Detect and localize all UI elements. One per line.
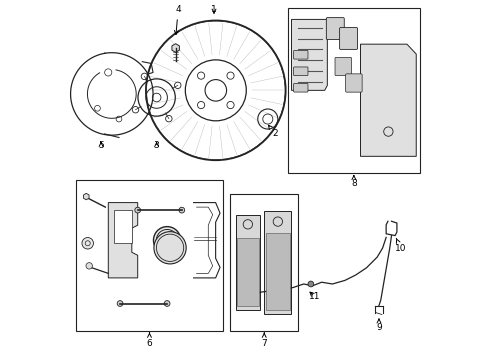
Text: 7: 7: [261, 333, 266, 348]
Bar: [287, 8, 419, 173]
Circle shape: [179, 207, 184, 213]
Text: 2: 2: [268, 125, 277, 138]
FancyBboxPatch shape: [293, 84, 307, 92]
Circle shape: [117, 301, 122, 306]
FancyBboxPatch shape: [345, 74, 362, 92]
Circle shape: [154, 231, 186, 264]
Circle shape: [86, 263, 92, 269]
Polygon shape: [291, 19, 326, 90]
Text: 1: 1: [211, 5, 217, 14]
FancyBboxPatch shape: [334, 57, 351, 76]
Text: 5: 5: [98, 141, 104, 150]
Polygon shape: [264, 211, 291, 314]
FancyBboxPatch shape: [293, 67, 307, 76]
Text: 8: 8: [350, 176, 356, 188]
Text: 3: 3: [153, 141, 159, 150]
Bar: [76, 180, 223, 330]
Polygon shape: [265, 233, 289, 310]
Circle shape: [307, 281, 313, 287]
FancyBboxPatch shape: [325, 18, 344, 40]
Text: 10: 10: [394, 238, 406, 253]
Circle shape: [153, 226, 181, 254]
Polygon shape: [172, 44, 179, 52]
Text: 6: 6: [146, 333, 152, 348]
Polygon shape: [83, 193, 89, 200]
FancyBboxPatch shape: [293, 50, 307, 59]
Polygon shape: [114, 210, 132, 243]
Circle shape: [135, 207, 140, 213]
Polygon shape: [108, 203, 138, 278]
Polygon shape: [235, 215, 260, 310]
Polygon shape: [237, 238, 258, 306]
Text: 4: 4: [174, 5, 181, 35]
FancyBboxPatch shape: [339, 27, 357, 49]
Text: 9: 9: [375, 319, 381, 332]
Bar: [230, 194, 298, 330]
Circle shape: [82, 238, 93, 249]
Polygon shape: [360, 44, 415, 156]
Circle shape: [164, 301, 170, 306]
Text: 11: 11: [308, 292, 320, 301]
